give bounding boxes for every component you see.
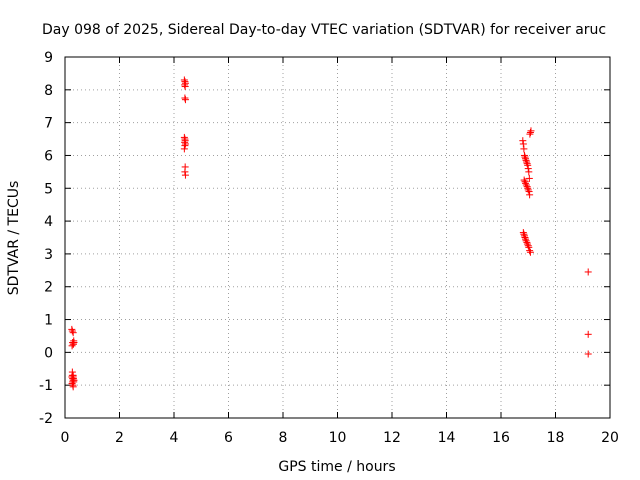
x-axis-label: GPS time / hours (278, 459, 395, 475)
data-point (523, 158, 531, 166)
data-point (527, 127, 535, 135)
data-point (523, 240, 531, 248)
data-point (584, 330, 592, 338)
y-tick-label: -1 (39, 378, 53, 394)
data-point (181, 83, 189, 91)
data-points (68, 76, 592, 391)
y-tick-label: 9 (44, 50, 53, 66)
axis-ticks (64, 56, 611, 419)
data-point (519, 140, 527, 148)
data-point (69, 378, 77, 386)
y-tick-label: -2 (39, 411, 53, 427)
y-tick-label: 8 (44, 83, 53, 99)
data-point (68, 371, 76, 379)
data-point (524, 242, 532, 250)
x-tick-label: 10 (329, 430, 347, 446)
x-tick-label: 16 (492, 430, 510, 446)
data-point (181, 96, 189, 104)
data-point (523, 238, 531, 246)
data-point (522, 156, 530, 164)
data-point (521, 178, 529, 186)
y-tick-label: 2 (44, 280, 53, 296)
x-tick-label: 18 (547, 430, 565, 446)
data-point (70, 376, 78, 384)
data-point (525, 188, 533, 196)
y-tick-label: 3 (44, 247, 53, 263)
y-axis-label: SDTVAR / TECUs (6, 181, 22, 296)
data-point (68, 380, 76, 388)
x-tick-label: 12 (383, 430, 401, 446)
x-tick-label: 14 (438, 430, 456, 446)
x-tick-label: 6 (224, 430, 233, 446)
y-tick-label: 6 (44, 148, 53, 164)
y-tick-label: 1 (44, 313, 53, 329)
data-point (69, 383, 77, 391)
data-point (524, 186, 532, 194)
y-tick-label: 4 (44, 214, 53, 230)
data-point (520, 151, 528, 159)
data-point (524, 161, 532, 169)
data-point (522, 235, 530, 243)
data-point (521, 153, 529, 161)
data-point (181, 168, 189, 176)
x-tick-label: 2 (115, 430, 124, 446)
data-point (524, 184, 532, 192)
chart-title: Day 098 of 2025, Sidereal Day-to-day VTE… (42, 22, 606, 38)
y-tick-label: 7 (44, 116, 53, 132)
data-point (520, 232, 528, 240)
data-point (524, 165, 532, 173)
y-tick-label: 5 (44, 181, 53, 197)
data-point (181, 94, 189, 102)
data-point (526, 247, 534, 255)
data-point (526, 130, 534, 138)
data-point (181, 140, 189, 148)
data-point (584, 350, 592, 358)
data-point (525, 168, 533, 176)
x-tick-label: 8 (279, 430, 288, 446)
x-tick-label: 0 (61, 430, 70, 446)
data-point (522, 179, 530, 187)
x-tick-label: 4 (170, 430, 179, 446)
data-point (520, 145, 528, 153)
data-point (519, 229, 527, 237)
data-point (181, 142, 189, 150)
data-point (68, 327, 76, 335)
data-point (526, 248, 534, 256)
data-point (181, 171, 189, 179)
data-point (70, 339, 78, 347)
data-point (68, 342, 76, 350)
data-point (522, 237, 530, 245)
data-point (68, 325, 76, 333)
data-point (180, 145, 188, 153)
x-tick-label: 20 (601, 430, 619, 446)
data-point (69, 329, 77, 337)
data-point (519, 137, 527, 145)
data-point (69, 373, 77, 381)
grid-lines (65, 57, 610, 418)
data-point (523, 160, 531, 168)
data-point (523, 183, 531, 191)
data-point (520, 176, 528, 184)
y-tick-labels: -2 -1 0 1 2 3 4 5 6 7 8 9 (39, 50, 53, 427)
data-point (522, 181, 530, 189)
data-point (526, 191, 534, 199)
data-point (525, 174, 533, 182)
data-point (526, 128, 534, 136)
data-point (520, 230, 528, 238)
data-point (522, 155, 530, 163)
x-tick-labels: 0 2 4 6 8 10 12 14 16 18 20 (61, 430, 619, 446)
data-point (69, 340, 77, 348)
data-point (181, 81, 189, 89)
data-point (584, 268, 592, 276)
y-tick-label: 0 (44, 345, 53, 361)
data-point (521, 234, 529, 241)
data-point (525, 243, 533, 251)
